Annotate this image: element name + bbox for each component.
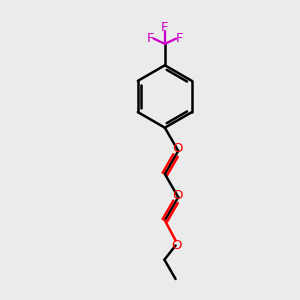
Text: F: F xyxy=(147,32,154,45)
Text: O: O xyxy=(172,189,182,202)
Text: F: F xyxy=(176,32,183,45)
Text: F: F xyxy=(161,21,169,34)
Text: O: O xyxy=(172,142,182,155)
Text: O: O xyxy=(171,239,181,252)
